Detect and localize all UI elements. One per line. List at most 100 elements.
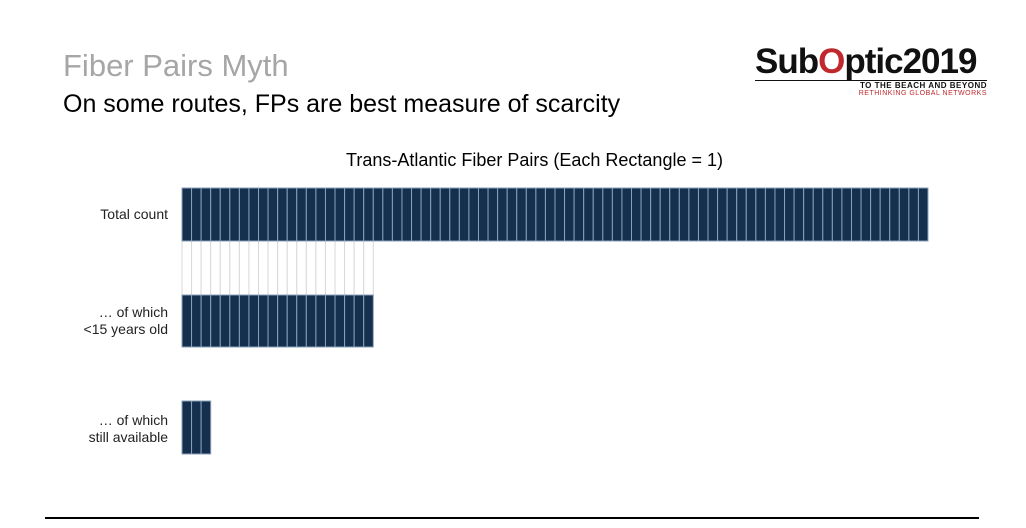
fiber-pair-rectangle <box>191 187 202 242</box>
fiber-pair-rectangle <box>344 187 355 242</box>
fiber-pair-rectangle <box>458 187 470 242</box>
fiber-pair-rectangle <box>841 187 852 242</box>
fiber-pair-rectangle <box>210 187 221 242</box>
fiber-pair-rectangle <box>258 294 269 348</box>
ghost-rectangle <box>267 240 279 296</box>
fiber-pair-rectangle <box>296 294 307 348</box>
ghost-rectangle <box>219 240 231 296</box>
fiber-pair-rectangle <box>372 187 384 242</box>
fiber-pair-rectangle <box>324 187 336 242</box>
ghost-rectangle <box>229 240 240 296</box>
ghost-rectangle <box>200 240 212 296</box>
fiber-pair-rectangle <box>611 187 623 242</box>
fiber-pair-rectangle <box>631 187 642 242</box>
fiber-pair-rectangle <box>219 294 231 348</box>
fiber-pair-rectangle <box>191 400 202 455</box>
ghost-rectangle <box>191 240 202 296</box>
fiber-pair-rectangle <box>420 187 432 242</box>
fiber-pair-rectangle <box>870 187 881 242</box>
fiber-pair-rectangle <box>602 187 613 242</box>
fiber-pair-rectangle <box>879 187 891 242</box>
fiber-pair-rectangle <box>334 187 346 242</box>
fiber-pair-rectangle <box>745 187 757 242</box>
ghost-rectangle <box>315 240 326 296</box>
fiber-pair-rectangle <box>296 187 307 242</box>
fiber-pair-rectangle <box>363 294 374 348</box>
fiber-pair-rectangle <box>803 187 814 242</box>
fiber-pair-rectangle <box>181 294 193 348</box>
fiber-pair-rectangle <box>516 187 527 242</box>
fiber-pair-rectangle <box>238 187 250 242</box>
fiber-pair-rectangle <box>258 187 269 242</box>
fiber-pair-rectangle <box>621 187 633 242</box>
ghost-rectangle <box>248 240 260 296</box>
fiber-pair-rectangle <box>774 187 786 242</box>
fiber-pair-rectangle <box>353 187 365 242</box>
fiber-pair-rectangle <box>688 187 699 242</box>
fiber-pair-rectangle <box>305 294 317 348</box>
fiber-pair-rectangle <box>487 187 499 242</box>
fiber-pair-rectangle <box>564 187 575 242</box>
fiber-pair-rectangle <box>506 187 518 242</box>
fiber-pair-rectangle <box>200 187 212 242</box>
fiber-pair-rectangle <box>812 187 824 242</box>
fiber-pair-rectangle <box>315 187 326 242</box>
ghost-rectangle <box>305 240 317 296</box>
ghost-rectangle <box>334 240 346 296</box>
fiber-pair-rectangle <box>391 187 403 242</box>
fiber-pair-rectangle <box>860 187 872 242</box>
fiber-pair-rectangle <box>726 187 738 242</box>
fiber-pair-rectangle <box>210 294 221 348</box>
fiber-pair-rectangle <box>382 187 393 242</box>
fiber-pair-rectangle <box>401 187 413 242</box>
fiber-pair-rectangle <box>305 187 317 242</box>
fiber-pair-rectangle <box>344 294 355 348</box>
fiber-pair-rectangle <box>755 187 766 242</box>
fiber-pair-rectangle <box>592 187 604 242</box>
ghost-rectangle <box>296 240 307 296</box>
fiber-pair-rectangle <box>640 187 652 242</box>
fiber-pair-rectangle <box>717 187 728 242</box>
fiber-pair-rectangle <box>248 294 260 348</box>
fiber-pair-rectangle <box>411 187 422 242</box>
fiber-pair-rectangle <box>659 187 671 242</box>
fiber-pair-rectangle <box>286 294 298 348</box>
fiber-pair-rectangle <box>248 187 260 242</box>
fiber-pair-rectangle <box>277 294 288 348</box>
fiber-pair-rectangle <box>736 187 747 242</box>
fiber-pair-rectangle <box>439 187 451 242</box>
fiber-pair-rectangle <box>267 294 279 348</box>
slide-subtitle: On some routes, FPs are best measure of … <box>63 90 621 118</box>
fiber-pair-rectangle <box>229 294 240 348</box>
fiber-pair-rectangle <box>181 187 193 242</box>
ghost-rectangle <box>210 240 221 296</box>
fiber-pair-rectangle <box>707 187 719 242</box>
footer-rule <box>45 517 979 519</box>
fiber-pair-rectangle <box>583 187 594 242</box>
fiber-pair-rectangle <box>315 294 326 348</box>
fiber-pair-rectangle <box>554 187 566 242</box>
fiber-pair-rectangle <box>363 187 374 242</box>
fiber-pair-rectangle <box>449 187 460 242</box>
fiber-pair-rectangle <box>831 187 843 242</box>
slide-title: Fiber Pairs Myth <box>63 48 289 83</box>
fiber-pair-rectangle <box>353 294 365 348</box>
category-label-available: … of which still available <box>88 412 168 445</box>
category-label-total: Total count <box>100 206 168 222</box>
fiber-pair-rectangle <box>219 187 231 242</box>
ghost-rectangle <box>258 240 269 296</box>
fiber-pair-rectangle <box>650 187 661 242</box>
fiber-pair-rectangle <box>477 187 489 242</box>
fiber-pair-rectangle <box>286 187 298 242</box>
fiber-pair-rectangle <box>544 187 556 242</box>
chart-title: Trans-Atlantic Fiber Pairs (Each Rectang… <box>346 150 723 170</box>
fiber-pair-rectangle <box>697 187 709 242</box>
ghost-rectangle <box>363 240 374 296</box>
ghost-rectangle <box>353 240 365 296</box>
fiber-pair-rectangle <box>468 187 479 242</box>
ghost-rectangle <box>181 240 193 296</box>
ghost-rectangle <box>286 240 298 296</box>
fiber-pair-rectangle <box>908 187 919 242</box>
fiber-pair-rectangle <box>535 187 546 242</box>
